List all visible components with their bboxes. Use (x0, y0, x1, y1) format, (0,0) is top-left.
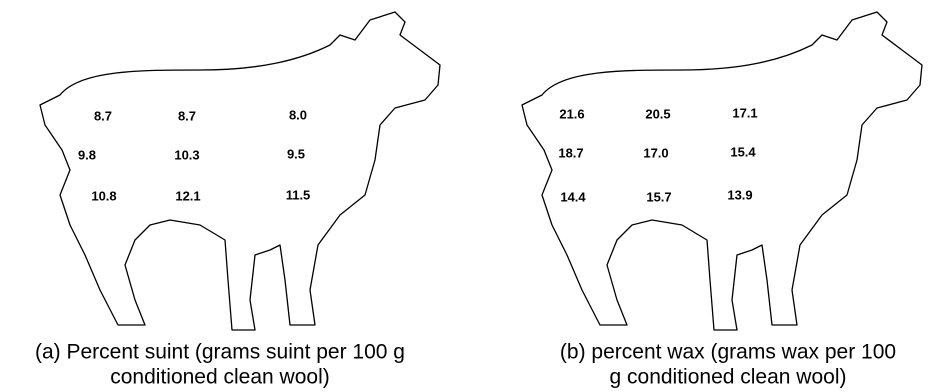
region-value: 15.7 (646, 189, 671, 204)
region-value: 10.8 (91, 188, 116, 203)
region-value: 12.1 (175, 188, 200, 203)
region-value: 9.5 (287, 146, 305, 161)
caption: conditioned clean wool) (110, 366, 329, 389)
region-value: 9.8 (78, 147, 96, 162)
region-value: 17.1 (732, 105, 757, 120)
region-value: 8.0 (289, 107, 307, 122)
region-value: 21.6 (559, 106, 584, 121)
caption: (b) percent wax (grams wax per 100 (560, 341, 896, 364)
sheep-outline (40, 12, 440, 330)
caption: (a) Percent suint (grams suint per 100 g (35, 341, 405, 364)
region-value: 17.0 (643, 145, 668, 160)
region-value: 15.4 (730, 144, 756, 159)
region-value: 10.3 (174, 147, 199, 162)
region-value: 8.7 (178, 108, 196, 123)
diagram: 8.7 8.7 8.0 9.8 10.3 9.5 10.8 12.1 11.5 (a) Perce… (0, 0, 950, 392)
region-value: 20.5 (645, 106, 670, 121)
region-value: 11.5 (286, 187, 311, 202)
region-value: 18.7 (558, 145, 583, 160)
region-value: 14.4 (560, 189, 586, 204)
caption: g conditioned clean wool) (610, 366, 847, 389)
region-value: 13.9 (727, 187, 752, 202)
sheep-outline (522, 12, 922, 330)
region-value: 8.7 (94, 108, 112, 123)
